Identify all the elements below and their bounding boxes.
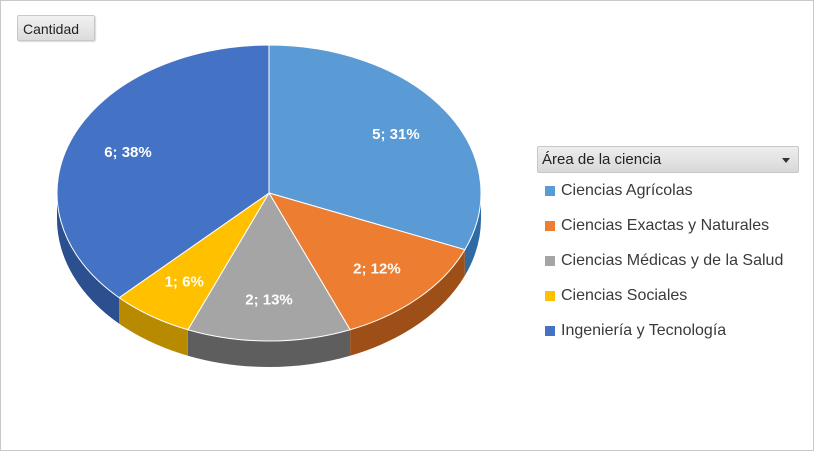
pie-slice-side	[119, 297, 188, 356]
legend-label: Ciencias Agrícolas	[561, 182, 693, 199]
legend-item: Ingeniería y Tecnología	[537, 313, 799, 348]
pie-slice-side	[57, 193, 120, 324]
data-label: 2; 12%	[353, 260, 401, 277]
legend-title: Área de la ciencia	[542, 151, 662, 168]
field-button-cantidad[interactable]: Cantidad	[17, 15, 95, 41]
dropdown-arrow-icon[interactable]	[782, 158, 790, 163]
legend-label: Ingeniería y Tecnología	[561, 322, 727, 339]
legend-label: Ciencias Sociales	[561, 287, 688, 304]
pie-labels: 5; 31% 2; 12% 2; 13% 1; 6% 6; 38%	[104, 126, 419, 309]
data-label: 1; 6%	[165, 274, 204, 291]
legend-label: Ciencias Exactas y Naturales	[561, 217, 770, 234]
pie-slice[interactable]	[187, 192, 351, 342]
data-label: 6; 38%	[104, 144, 152, 161]
legend-swatch	[545, 255, 555, 266]
pie-slice[interactable]	[56, 44, 270, 299]
legend-swatch	[545, 185, 555, 196]
data-label: 2; 13%	[245, 292, 293, 309]
legend-swatch	[545, 290, 555, 301]
pie-slice-side	[187, 329, 351, 367]
legend-swatch	[545, 220, 555, 231]
legend-item: Ciencias Exactas y Naturales	[537, 208, 799, 243]
pie-slice[interactable]	[267, 192, 466, 331]
legend: Área de la ciencia Ciencias Agrícolas Cie…	[537, 146, 799, 348]
legend-filter-button[interactable]: Área de la ciencia	[537, 146, 799, 173]
pie-slice-side	[350, 249, 465, 356]
legend-item: Ciencias Agrícolas	[537, 173, 799, 208]
pie-top	[56, 44, 482, 342]
legend-label: Ciencias Médicas y de la Salud	[561, 252, 784, 269]
pie-slice[interactable]	[268, 44, 482, 251]
data-label: 5; 31%	[372, 126, 420, 143]
legend-swatch	[545, 325, 555, 336]
legend-item: Ciencias Sociales	[537, 278, 799, 313]
legend-list: Ciencias Agrícolas Ciencias Exactas y Nat…	[537, 173, 799, 348]
legend-item: Ciencias Médicas y de la Salud	[537, 243, 799, 278]
